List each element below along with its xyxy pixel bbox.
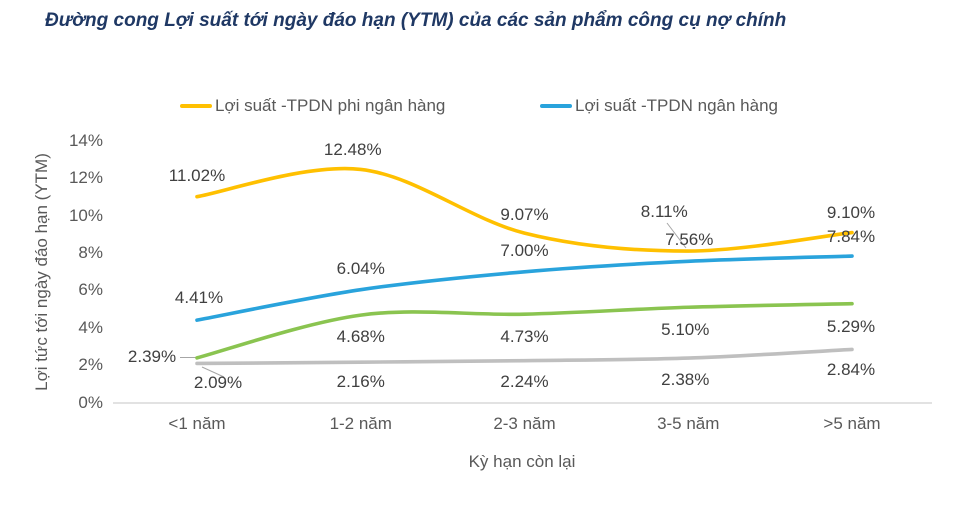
y-tick-label-6: 6% [78,280,103,300]
data-label-tpdn-ngan-hang-1: 6.04% [336,258,385,278]
y-tick-label-12: 12% [68,168,103,188]
legend: Lợi suất -TPDN phi ngân hàng Lợi suất -T… [0,95,976,117]
data-label-tpdn-phi-ngan-hang-1: 12.48% [323,140,382,160]
series-line-green-series [195,301,854,360]
data-label-green-series-4: 5.29% [826,316,876,336]
y-tick-label-8: 8% [78,243,103,263]
data-label-gray-series-1: 2.16% [336,372,385,392]
data-label-tpdn-phi-ngan-hang-4: 9.10% [826,202,876,222]
y-tick-label-4: 4% [78,317,103,337]
data-label-green-series-2: 4.73% [500,327,549,347]
x-category-label-1: 1-2 năm [329,414,392,433]
data-label-tpdn-ngan-hang-4: 7.84% [826,227,876,247]
data-label-tpdn-ngan-hang-3: 7.56% [665,230,714,250]
chart-title: Đường cong Lợi suất tới ngày đáo hạn (YT… [45,10,787,31]
legend-label-bank: Lợi suất -TPDN ngân hàng [575,96,778,115]
legend-item-nonbank: Lợi suất -TPDN phi ngân hàng [180,95,445,117]
data-label-green-series-1: 4.68% [336,327,385,347]
y-tick-label-10: 10% [68,205,103,225]
x-category-label-3: 3-5 năm [657,414,720,433]
series-line-gray-series [195,347,854,366]
y-tick-label-0: 0% [78,392,103,412]
y-tick-label-14: 14% [68,131,103,151]
leader-line-yellow-3-5 [666,222,687,249]
x-axis-title: Kỳ hạn còn lại [468,452,576,471]
data-label-green-series-0: 2.39% [127,346,177,366]
data-label-gray-series-3: 2.38% [661,370,710,390]
series-line-tpdn-phi-ngan-hang [195,166,854,253]
leader-line-gray-first [201,366,225,378]
data-label-tpdn-phi-ngan-hang-2: 9.07% [500,205,549,225]
x-category-label-2: 2-3 năm [493,414,556,433]
legend-label-nonbank: Lợi suất -TPDN phi ngân hàng [215,96,446,115]
y-tick-label-2: 2% [78,355,103,375]
data-label-tpdn-phi-ngan-hang-0: 11.02% [168,165,226,185]
data-label-gray-series-4: 2.84% [826,360,876,380]
x-category-label-4: >5 năm [823,414,881,433]
series-line-tpdn-ngan-hang [195,254,854,322]
legend-item-bank: Lợi suất -TPDN ngân hàng [540,95,778,117]
data-label-gray-series-2: 2.24% [500,371,549,391]
data-label-tpdn-ngan-hang-0: 4.41% [174,288,224,308]
data-label-gray-series-0: 2.09% [193,373,243,393]
legend-swatch-nonbank-icon [180,104,212,108]
data-label-green-series-3: 5.10% [661,320,710,340]
data-label-tpdn-ngan-hang-2: 7.00% [500,240,549,260]
x-category-label-0: <1 năm [168,414,226,433]
data-label-tpdn-phi-ngan-hang-3: 8.11% [640,202,688,222]
legend-swatch-bank-icon [540,104,572,108]
